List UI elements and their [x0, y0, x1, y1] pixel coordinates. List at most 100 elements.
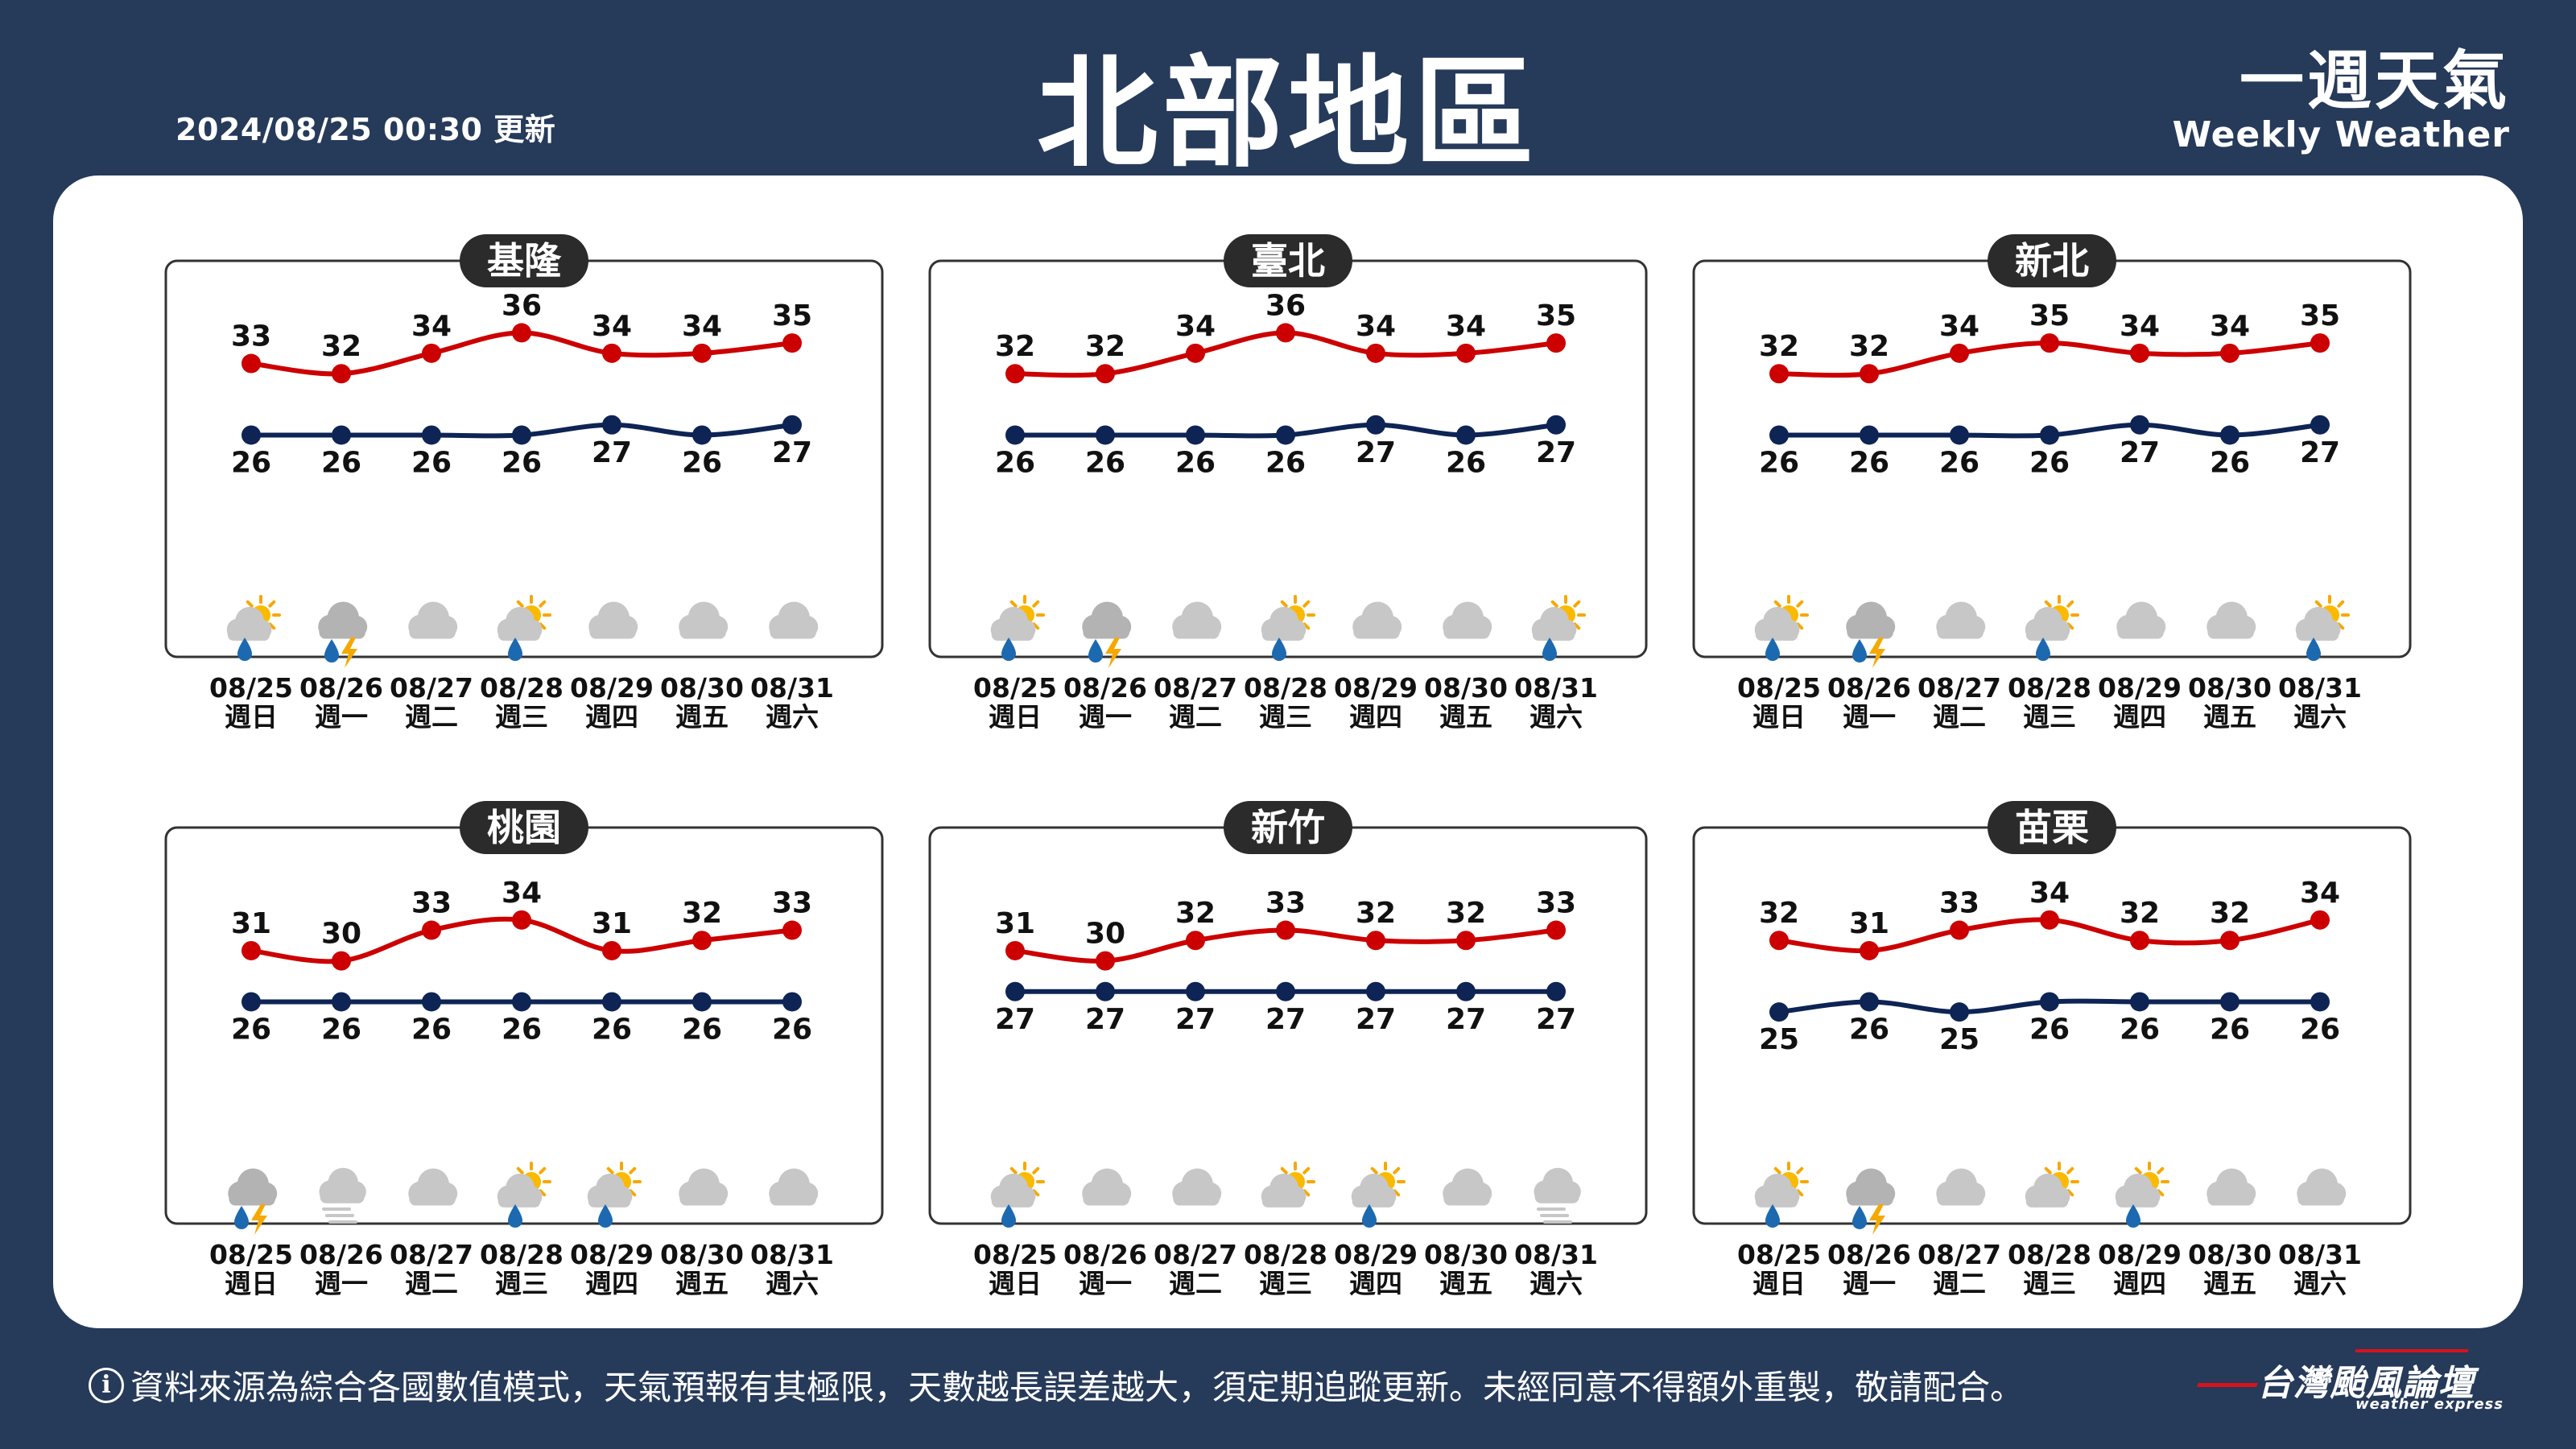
sun-cloud-rain-icon — [2025, 595, 2079, 661]
weekday-tick-label: 週日 — [1752, 1268, 1806, 1299]
cloudy-icon — [1172, 1168, 1222, 1206]
high-temp-label: 31 — [231, 907, 271, 940]
low-temp-label: 26 — [1939, 446, 1979, 479]
date-tick-label: 08/25 — [973, 672, 1057, 704]
high-temp-label: 32 — [1356, 897, 1396, 930]
low-temp-label: 26 — [411, 446, 452, 479]
low-temp-label: 26 — [772, 1013, 812, 1046]
high-temp-point — [1546, 920, 1566, 940]
high-temp-point — [1546, 333, 1566, 353]
date-tick-label: 08/28 — [480, 672, 564, 704]
high-temp-point — [2040, 333, 2059, 353]
high-temp-point — [1769, 364, 1789, 384]
low-temp-point — [1456, 425, 1476, 445]
high-temp-point — [2130, 343, 2149, 363]
date-tick-label: 08/29 — [570, 1239, 654, 1270]
low-temp-point — [1186, 425, 1205, 445]
sun-cloud-rain-icon — [497, 1162, 551, 1228]
date-tick-label: 08/26 — [299, 1239, 383, 1270]
date-tick-label: 08/29 — [2098, 672, 2182, 704]
cloudy-icon — [679, 601, 729, 639]
high-temp-point — [1950, 343, 1969, 363]
weekday-tick-label: 週五 — [2203, 1268, 2256, 1299]
weekday-tick-label: 週五 — [1439, 1268, 1492, 1299]
date-tick-label: 08/27 — [390, 672, 473, 704]
weekday-tick-label: 週日 — [989, 701, 1042, 733]
low-temp-point — [2040, 425, 2059, 445]
low-temp-label: 26 — [682, 446, 722, 479]
low-temp-point — [602, 992, 621, 1012]
brand-block: 一週天氣 Weekly Weather — [2173, 47, 2510, 155]
high-temp-point — [1366, 931, 1385, 951]
weekday-tick-label: 週二 — [405, 1268, 458, 1299]
weekday-tick-label: 週三 — [2023, 701, 2076, 733]
weekday-tick-label: 週二 — [1169, 701, 1222, 733]
sun-cloud-rain-icon — [2295, 595, 2350, 661]
high-temp-label: 32 — [1446, 897, 1486, 930]
low-temp-point — [2220, 425, 2240, 445]
low-temp-point — [1276, 981, 1295, 1001]
high-temp-point — [1366, 343, 1385, 363]
low-temp-point — [1186, 981, 1205, 1001]
weekday-tick-label: 週五 — [2203, 701, 2256, 733]
fog-cloud-icon — [319, 1167, 366, 1224]
date-tick-label: 08/27 — [1918, 672, 2001, 704]
high-temp-point — [1860, 940, 1879, 960]
high-temp-point — [1186, 343, 1205, 363]
logo-stripe — [2197, 1383, 2258, 1387]
low-temp-label: 26 — [1849, 446, 1889, 479]
date-tick-label: 08/29 — [570, 672, 654, 704]
high-temp-label: 35 — [1536, 299, 1576, 332]
low-temp-point — [422, 992, 441, 1012]
low-temp-point — [1456, 981, 1476, 1001]
weekday-tick-label: 週四 — [2113, 1268, 2166, 1299]
date-tick-label: 08/30 — [660, 1239, 744, 1270]
weekday-tick-label: 週日 — [989, 1268, 1042, 1299]
low-temp-point — [1366, 981, 1385, 1001]
high-temp-point — [422, 343, 441, 363]
weekday-tick-label: 週五 — [1439, 701, 1492, 733]
low-temp-label: 26 — [1175, 446, 1216, 479]
date-tick-label: 08/25 — [209, 1239, 293, 1270]
high-temp-label: 32 — [995, 330, 1035, 363]
high-temp-point — [2130, 931, 2149, 951]
weekday-tick-label: 週三 — [1259, 701, 1312, 733]
weekday-tick-label: 週六 — [766, 701, 819, 733]
cloudy-icon — [1082, 1168, 1132, 1206]
high-temp-label: 36 — [502, 289, 542, 322]
high-temp-point — [2310, 910, 2330, 930]
region-label: 臺北 — [1251, 239, 1325, 283]
high-temp-label: 30 — [1085, 918, 1125, 951]
high-temp-point — [512, 323, 531, 343]
high-temp-point — [1005, 940, 1025, 960]
weekday-tick-label: 週四 — [2113, 701, 2166, 733]
low-temp-point — [1950, 425, 1969, 445]
low-temp-point — [2310, 415, 2330, 435]
high-temp-point — [1950, 920, 1969, 940]
date-tick-label: 08/28 — [480, 1239, 564, 1270]
high-temp-label: 34 — [682, 310, 722, 343]
high-temp-point — [2220, 931, 2240, 951]
low-temp-point — [692, 992, 712, 1012]
low-temp-point — [1005, 425, 1025, 445]
high-temp-label: 32 — [2120, 897, 2160, 930]
low-temp-label: 27 — [1446, 1003, 1486, 1036]
high-temp-label: 34 — [1446, 310, 1486, 343]
high-temp-label: 33 — [1939, 887, 1979, 920]
region-label: 新竹 — [1251, 806, 1325, 849]
region-pill — [460, 801, 588, 854]
weekday-tick-label: 週六 — [2293, 701, 2347, 733]
region-label: 苗栗 — [2015, 806, 2089, 849]
sun-cloud-rain-icon — [226, 595, 281, 661]
sun-cloud-rain-icon — [1351, 1162, 1406, 1228]
footer-disclaimer: 資料來源為綜合各國數值模式，天氣預報有其極限，天數越長誤差越大，須定期追蹤更新。… — [130, 1368, 2025, 1407]
weekday-tick-label: 週一 — [1843, 1268, 1896, 1299]
brand-title-zh: 一週天氣 — [2240, 43, 2510, 118]
date-tick-label: 08/30 — [1424, 672, 1508, 704]
logo-text-en: weather express — [2355, 1396, 2504, 1413]
high-temp-label: 32 — [1175, 897, 1216, 930]
